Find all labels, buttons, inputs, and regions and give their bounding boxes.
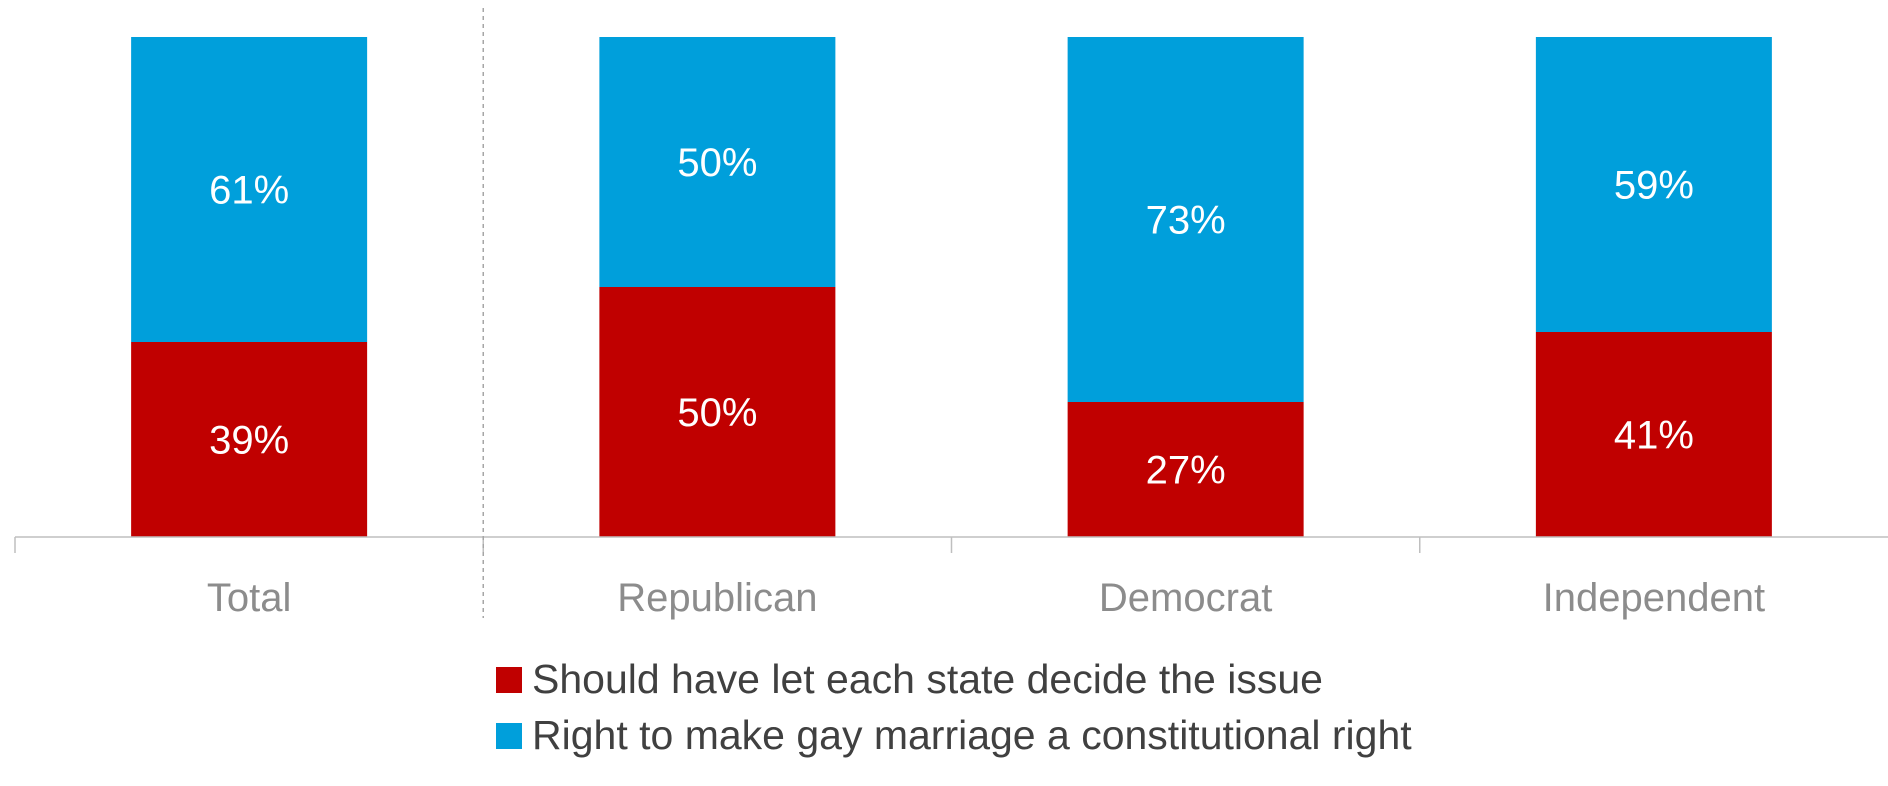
category-labels: Total Republican Democrat Independent <box>207 576 1765 620</box>
data-label-republican-constitutional-right: 50% <box>677 141 757 185</box>
data-label-independent-state-decide: 41% <box>1614 414 1694 458</box>
data-label-democrat-constitutional-right: 73% <box>1146 199 1226 243</box>
data-label-total-constitutional-right: 61% <box>209 169 289 213</box>
category-label-independent: Independent <box>1543 576 1765 620</box>
legend: Should have let each state decide the is… <box>496 656 1412 758</box>
x-axis <box>14 8 1888 618</box>
data-label-democrat-state-decide: 27% <box>1146 449 1226 493</box>
legend-swatch-constitutional-right <box>496 723 522 749</box>
legend-label-state-decide: Should have let each state decide the is… <box>532 656 1323 702</box>
bar-segment-independent-state-decide <box>1535 332 1772 537</box>
category-label-republican: Republican <box>617 576 817 620</box>
data-label-independent-constitutional-right: 59% <box>1614 164 1694 208</box>
category-label-democrat: Democrat <box>1099 576 1272 620</box>
bar-segment-total-state-decide <box>131 342 368 537</box>
legend-label-constitutional-right: Right to make gay marriage a constitutio… <box>532 712 1412 758</box>
bar-segment-republican-constitutional-right <box>599 37 836 287</box>
bar-segment-democrat-constitutional-right <box>1067 37 1304 402</box>
category-label-total: Total <box>207 576 292 620</box>
legend-swatch-state-decide <box>496 667 522 693</box>
data-label-total-state-decide: 39% <box>209 419 289 463</box>
data-label-republican-state-decide: 50% <box>677 391 757 435</box>
bars-layer: 39% 61% 50% 50% 27% 73% 41% 59% <box>131 37 1772 537</box>
bar-segment-independent-constitutional-right <box>1535 37 1772 332</box>
bar-segment-democrat-state-decide <box>1067 402 1304 537</box>
bar-segment-total-constitutional-right <box>131 37 368 342</box>
bar-segment-republican-state-decide <box>599 287 836 537</box>
